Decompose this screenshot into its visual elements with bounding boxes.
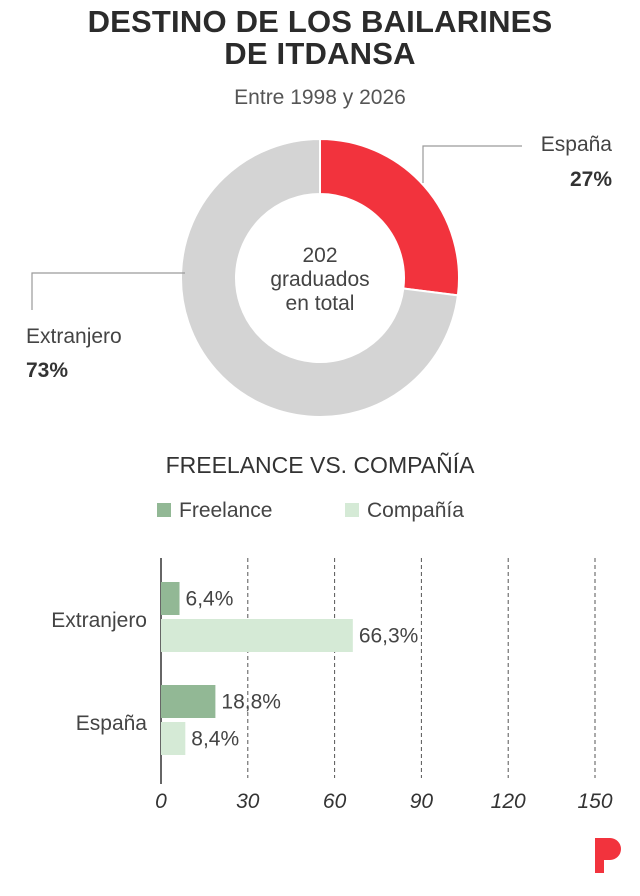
slice-value-abroad: 73% xyxy=(26,359,68,382)
slice-label-abroad: Extranjero xyxy=(26,325,122,348)
bar-data-label: 66,3% xyxy=(359,625,419,648)
category-label: España xyxy=(76,712,148,735)
x-tick-label: 150 xyxy=(577,790,612,813)
bar-data-label: 6,4% xyxy=(186,588,234,611)
x-tick-label: 60 xyxy=(323,790,347,813)
bar xyxy=(161,582,180,615)
category-label: Extranjero xyxy=(51,609,147,632)
slice-label-spain: España xyxy=(541,133,613,156)
donut-slice xyxy=(319,137,460,297)
chart-title: DESTINO DE LOS BAILARINES DE ITDANSA xyxy=(0,6,640,70)
bar-data-label: 8,4% xyxy=(191,728,239,751)
x-tick-label: 120 xyxy=(491,790,526,813)
bar-chart-title: FREELANCE VS. COMPAÑÍA xyxy=(166,452,476,478)
bar xyxy=(161,619,353,652)
bar xyxy=(161,722,186,755)
donut-center-label: 202 xyxy=(302,244,337,267)
bar xyxy=(161,685,216,718)
title-line-2: DE ITDANSA xyxy=(224,36,416,71)
title-line-1: DESTINO DE LOS BAILARINES xyxy=(87,4,553,39)
publisher-logo-icon xyxy=(595,838,621,873)
x-tick-label: 0 xyxy=(155,790,167,813)
legend-label: Freelance xyxy=(179,499,272,522)
x-tick-label: 30 xyxy=(236,790,260,813)
legend-label: Compañía xyxy=(367,499,464,522)
chart-subtitle: Entre 1998 y 2026 xyxy=(234,86,406,109)
donut-slice xyxy=(180,137,460,418)
leader-line-abroad xyxy=(31,272,185,310)
donut-center-label: en total xyxy=(286,292,355,315)
donut-center-label: graduados xyxy=(270,268,369,291)
x-tick-label: 90 xyxy=(410,790,434,813)
legend-swatch xyxy=(157,503,171,517)
bar-data-label: 18,8% xyxy=(221,691,281,714)
leader-line-spain xyxy=(422,145,522,183)
legend-swatch xyxy=(345,503,359,517)
slice-value-spain: 27% xyxy=(570,168,612,191)
